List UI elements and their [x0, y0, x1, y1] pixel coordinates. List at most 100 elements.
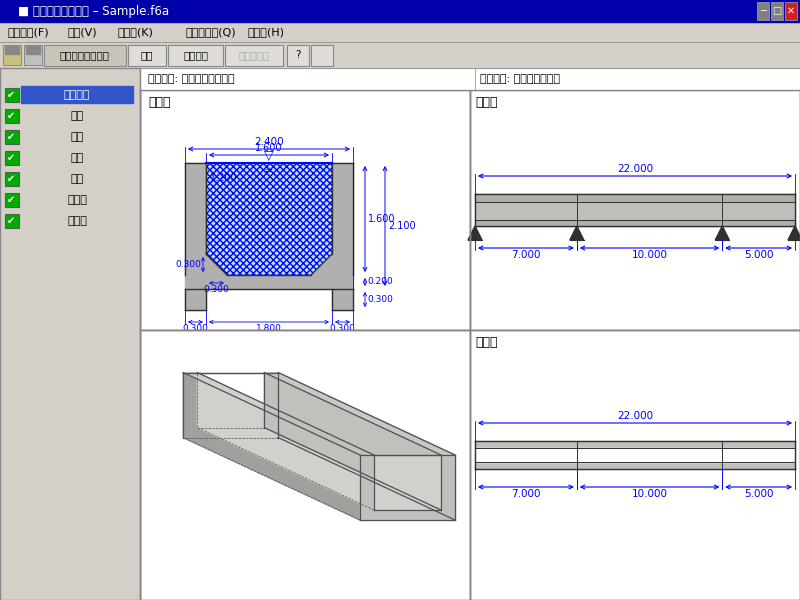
- Text: ヘルプ(H): ヘルプ(H): [248, 27, 285, 37]
- Text: ✔: ✔: [7, 174, 15, 184]
- Text: 0.300: 0.300: [367, 295, 393, 304]
- Text: 7.000: 7.000: [511, 250, 541, 260]
- Bar: [470, 90, 800, 330]
- Text: ✔: ✔: [7, 195, 15, 205]
- Bar: [5, 151, 19, 165]
- Bar: [0, 22, 800, 42]
- Bar: [470, 330, 800, 600]
- Polygon shape: [468, 226, 482, 240]
- Text: ?: ?: [295, 50, 301, 61]
- Text: 1.200: 1.200: [210, 173, 238, 183]
- Bar: [185, 163, 206, 275]
- Bar: [0, 68, 140, 600]
- Text: 許容値: 許容値: [67, 216, 87, 226]
- Text: 5.000: 5.000: [744, 489, 774, 499]
- Text: 形状: 形状: [70, 111, 84, 121]
- Bar: [225, 45, 283, 66]
- Bar: [6, 110, 18, 122]
- Text: 計算書作成: 計算書作成: [238, 50, 270, 61]
- Bar: [475, 194, 795, 226]
- Text: 0.300: 0.300: [330, 324, 355, 333]
- Bar: [21, 86, 133, 103]
- Polygon shape: [198, 373, 374, 510]
- Text: □: □: [772, 6, 782, 16]
- Bar: [140, 90, 470, 330]
- Bar: [140, 68, 800, 90]
- Text: 荷重: 荷重: [70, 153, 84, 163]
- Text: 0.300: 0.300: [175, 260, 201, 269]
- Bar: [140, 330, 470, 600]
- Text: ▽: ▽: [264, 149, 274, 162]
- Text: 7.000: 7.000: [511, 489, 541, 499]
- Text: オプション(Q): オプション(Q): [185, 27, 236, 37]
- Text: ─: ─: [760, 6, 766, 16]
- Bar: [771, 2, 783, 20]
- Bar: [5, 88, 19, 102]
- Text: ✔: ✔: [7, 111, 15, 121]
- Text: 表示(V): 表示(V): [68, 27, 98, 37]
- Bar: [168, 45, 223, 66]
- Bar: [475, 448, 795, 462]
- Bar: [757, 2, 769, 20]
- Polygon shape: [311, 254, 332, 275]
- Text: ✔: ✔: [7, 216, 15, 226]
- Bar: [5, 109, 19, 123]
- Text: 材料: 材料: [70, 132, 84, 142]
- Polygon shape: [264, 373, 441, 510]
- Bar: [5, 214, 19, 228]
- Bar: [185, 275, 353, 289]
- Bar: [332, 163, 353, 275]
- Polygon shape: [570, 226, 584, 240]
- Bar: [6, 152, 18, 164]
- Bar: [6, 131, 18, 143]
- Bar: [332, 289, 353, 310]
- Bar: [26, 46, 40, 54]
- Bar: [5, 193, 19, 207]
- Polygon shape: [198, 428, 441, 510]
- Text: ✔: ✔: [7, 153, 15, 163]
- Polygon shape: [788, 226, 800, 240]
- Text: 断面図: 断面図: [148, 95, 170, 109]
- Polygon shape: [374, 455, 441, 510]
- Text: タイトル: 水路橋の設計計算: タイトル: 水路橋の設計計算: [148, 74, 234, 84]
- Bar: [44, 45, 126, 66]
- Polygon shape: [360, 455, 455, 520]
- Text: =: =: [265, 166, 273, 176]
- Polygon shape: [206, 254, 227, 275]
- Text: 22.000: 22.000: [617, 164, 653, 174]
- Polygon shape: [715, 226, 730, 240]
- Bar: [24, 45, 42, 65]
- Bar: [470, 330, 800, 600]
- Text: 基本条件: 基本条件: [64, 90, 90, 100]
- Bar: [140, 90, 470, 330]
- Text: 0.200: 0.200: [367, 277, 393, 286]
- Bar: [475, 194, 795, 202]
- Text: 5.000: 5.000: [744, 250, 774, 260]
- Text: 10.000: 10.000: [631, 250, 667, 260]
- Bar: [6, 89, 18, 101]
- Bar: [0, 0, 800, 22]
- Bar: [0, 68, 140, 600]
- Text: 1.800: 1.800: [256, 324, 282, 333]
- Polygon shape: [278, 373, 455, 520]
- Bar: [5, 172, 19, 186]
- Text: ✔: ✔: [7, 90, 15, 100]
- Text: 入力: 入力: [141, 50, 154, 61]
- Text: コメント: サンプルデータ: コメント: サンプルデータ: [480, 74, 560, 84]
- Text: 処理モードの選択: 処理モードの選択: [60, 50, 110, 61]
- Text: 側面図: 側面図: [475, 95, 498, 109]
- Text: ✕: ✕: [787, 6, 795, 16]
- Text: 考え方: 考え方: [67, 195, 87, 205]
- Text: 1.600: 1.600: [255, 143, 282, 153]
- Bar: [5, 130, 19, 144]
- Bar: [0, 42, 800, 68]
- Bar: [785, 2, 797, 20]
- Text: 0.300: 0.300: [182, 324, 209, 333]
- Bar: [6, 215, 18, 227]
- Text: 22.000: 22.000: [617, 411, 653, 421]
- Bar: [128, 45, 166, 66]
- Polygon shape: [183, 373, 360, 520]
- Text: ■ 水路橋の設計計算 – Sample.f6a: ■ 水路橋の設計計算 – Sample.f6a: [18, 4, 169, 17]
- Bar: [6, 194, 18, 206]
- Bar: [475, 220, 795, 226]
